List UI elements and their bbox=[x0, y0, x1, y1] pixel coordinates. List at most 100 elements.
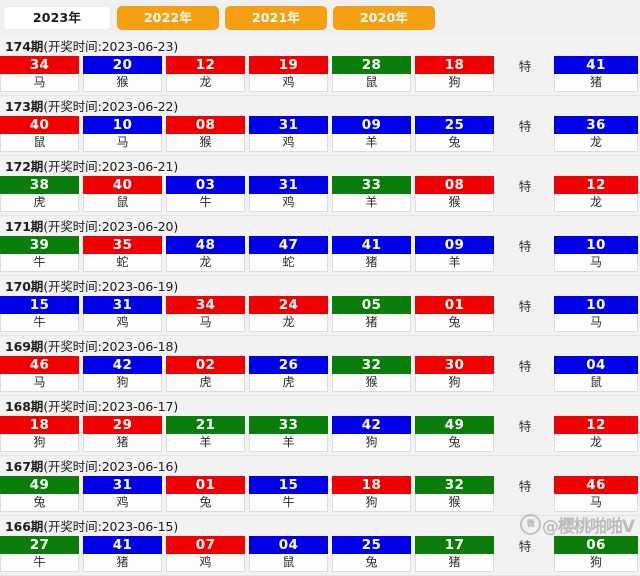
ball-zodiac: 马 bbox=[1, 374, 78, 391]
ball-zodiac: 牛 bbox=[1, 314, 78, 331]
ball-zodiac: 牛 bbox=[167, 194, 244, 211]
ball-zodiac: 猪 bbox=[416, 554, 493, 571]
draw-row: 172期(开奖时间:2023-06-21) 38 虎 40 鼠 03 牛 31 鸡 33 羊 08 猴特… bbox=[0, 156, 640, 216]
ball-zodiac: 狗 bbox=[416, 374, 493, 391]
ball-strip: 49 兔 31 鸡 01 兔 15 牛 18 狗 32 猴特 46 马 bbox=[0, 476, 640, 515]
ball-cell: 18 狗 bbox=[415, 56, 494, 92]
draw-datetime: (开奖时间:2023-06-21) bbox=[43, 159, 179, 174]
draw-row: 174期(开奖时间:2023-06-23) 34 马 20 猴 12 龙 19 鸡 28 鼠 18 狗特… bbox=[0, 36, 640, 96]
ball-number: 31 bbox=[249, 116, 328, 134]
ball-number: 08 bbox=[415, 176, 494, 194]
ball-number: 03 bbox=[166, 176, 245, 194]
ball-number: 28 bbox=[332, 56, 411, 74]
ball-zodiac: 马 bbox=[84, 134, 161, 151]
ball-number: 48 bbox=[166, 236, 245, 254]
ball-number: 49 bbox=[415, 416, 494, 434]
draw-title: 169期(开奖时间:2023-06-18) bbox=[0, 336, 640, 357]
draw-datetime: (开奖时间:2023-06-23) bbox=[43, 39, 179, 54]
year-tab-2[interactable]: 2021年 bbox=[225, 6, 327, 30]
ball-cell: 25 兔 bbox=[415, 116, 494, 152]
ball-zodiac: 狗 bbox=[416, 74, 493, 91]
ball-number: 40 bbox=[83, 176, 162, 194]
draw-issue-number: 174期 bbox=[5, 39, 44, 54]
special-ball-number: 12 bbox=[554, 416, 638, 434]
ball-number: 31 bbox=[83, 296, 162, 314]
draw-datetime: (开奖时间:2023-06-19) bbox=[43, 279, 179, 294]
ball-zodiac: 猪 bbox=[84, 434, 161, 451]
draw-row: 168期(开奖时间:2023-06-17) 18 狗 29 猪 21 羊 33 羊 42 狗 49 兔特… bbox=[0, 396, 640, 456]
special-ball-zodiac: 猪 bbox=[555, 74, 637, 91]
ball-zodiac: 狗 bbox=[1, 434, 78, 451]
special-ball-zodiac: 龙 bbox=[555, 134, 637, 151]
ball-zodiac: 兔 bbox=[167, 494, 244, 511]
draw-results-list: 174期(开奖时间:2023-06-23) 34 马 20 猴 12 龙 19 鸡 28 鼠 18 狗特… bbox=[0, 36, 640, 576]
special-ball-number: 04 bbox=[554, 356, 638, 374]
draw-row: 173期(开奖时间:2023-06-22) 40 鼠 10 马 08 猴 31 鸡 09 羊 25 兔特… bbox=[0, 96, 640, 156]
ball-number: 15 bbox=[0, 296, 79, 314]
ball-number: 32 bbox=[415, 476, 494, 494]
ball-strip: 34 马 20 猴 12 龙 19 鸡 28 鼠 18 狗特 41 猪 bbox=[0, 56, 640, 95]
ball-number: 01 bbox=[166, 476, 245, 494]
year-tab-0[interactable]: 2023年 bbox=[3, 6, 111, 30]
ball-cell: 15 牛 bbox=[249, 476, 328, 512]
ball-zodiac: 马 bbox=[167, 314, 244, 331]
ball-number: 34 bbox=[166, 296, 245, 314]
ball-strip: 18 狗 29 猪 21 羊 33 羊 42 狗 49 兔特 12 龙 bbox=[0, 416, 640, 455]
draw-row: 167期(开奖时间:2023-06-16) 49 兔 31 鸡 01 兔 15 牛 18 狗 32 猴特… bbox=[0, 456, 640, 516]
ball-number: 40 bbox=[0, 116, 79, 134]
ball-zodiac: 羊 bbox=[333, 134, 410, 151]
ball-cell: 34 马 bbox=[166, 296, 245, 332]
ball-cell: 18 狗 bbox=[332, 476, 411, 512]
draw-title: 170期(开奖时间:2023-06-19) bbox=[0, 276, 640, 297]
special-ball-zodiac: 马 bbox=[555, 314, 637, 331]
ball-number: 49 bbox=[0, 476, 79, 494]
ball-cell: 41 猪 bbox=[83, 536, 162, 572]
draw-datetime: (开奖时间:2023-06-16) bbox=[43, 459, 179, 474]
draw-issue-number: 167期 bbox=[5, 459, 44, 474]
ball-zodiac: 猴 bbox=[84, 74, 161, 91]
ball-zodiac: 羊 bbox=[416, 254, 493, 271]
ball-number: 17 bbox=[415, 536, 494, 554]
ball-zodiac: 兔 bbox=[1, 494, 78, 511]
draw-issue-number: 173期 bbox=[5, 99, 44, 114]
ball-cell: 31 鸡 bbox=[83, 476, 162, 512]
ball-zodiac: 猪 bbox=[84, 554, 161, 571]
special-ball-zodiac: 龙 bbox=[555, 194, 637, 211]
ball-zodiac: 猴 bbox=[333, 374, 410, 391]
ball-zodiac: 鼠 bbox=[250, 554, 327, 571]
special-ball-label: 特 bbox=[518, 299, 532, 314]
ball-cell: 27 牛 bbox=[0, 536, 79, 572]
ball-number: 31 bbox=[249, 176, 328, 194]
ball-number: 46 bbox=[0, 356, 79, 374]
draw-title: 173期(开奖时间:2023-06-22) bbox=[0, 96, 640, 117]
draw-title: 168期(开奖时间:2023-06-17) bbox=[0, 396, 640, 417]
year-tab-3[interactable]: 2020年 bbox=[333, 6, 435, 30]
special-ball-cell: 46 马 bbox=[554, 476, 638, 512]
ball-zodiac: 龙 bbox=[250, 314, 327, 331]
ball-zodiac: 兔 bbox=[416, 134, 493, 151]
ball-zodiac: 鸡 bbox=[84, 494, 161, 511]
ball-number: 27 bbox=[0, 536, 79, 554]
ball-cell: 31 鸡 bbox=[83, 296, 162, 332]
ball-number: 09 bbox=[332, 116, 411, 134]
ball-cell: 28 鼠 bbox=[332, 56, 411, 92]
year-tab-1[interactable]: 2022年 bbox=[117, 6, 219, 30]
ball-cell: 40 鼠 bbox=[83, 176, 162, 212]
ball-cell: 48 龙 bbox=[166, 236, 245, 272]
ball-cell: 24 龙 bbox=[249, 296, 328, 332]
special-ball-number: 06 bbox=[554, 536, 638, 554]
ball-number: 18 bbox=[0, 416, 79, 434]
ball-zodiac: 猴 bbox=[416, 494, 493, 511]
special-ball-label: 特 bbox=[518, 539, 532, 554]
ball-zodiac: 狗 bbox=[333, 494, 410, 511]
ball-zodiac: 鸡 bbox=[167, 554, 244, 571]
ball-number: 19 bbox=[249, 56, 328, 74]
ball-cell: 42 狗 bbox=[83, 356, 162, 392]
ball-number: 32 bbox=[332, 356, 411, 374]
ball-cell: 01 兔 bbox=[415, 296, 494, 332]
ball-cell: 31 鸡 bbox=[249, 116, 328, 152]
ball-number: 01 bbox=[415, 296, 494, 314]
ball-zodiac: 鸡 bbox=[84, 314, 161, 331]
special-ball-label: 特 bbox=[518, 419, 532, 434]
special-ball-zodiac: 龙 bbox=[555, 434, 637, 451]
